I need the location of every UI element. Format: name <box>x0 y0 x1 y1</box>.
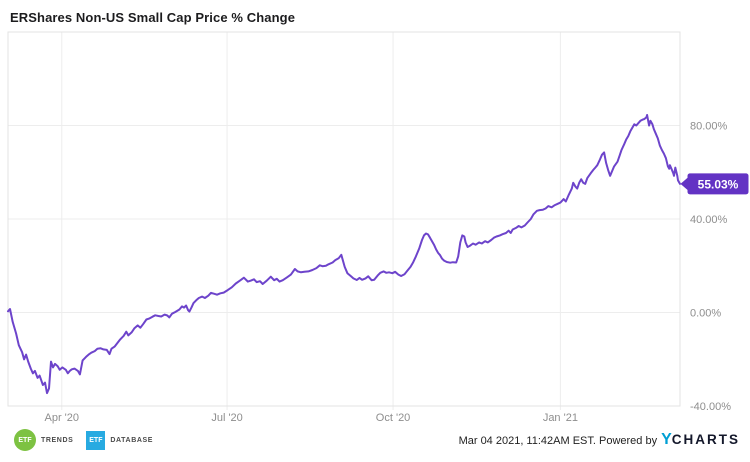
x-axis-tick-label: Jan '21 <box>543 412 578 424</box>
etf-trends-logo-label[interactable]: TRENDS <box>41 436 74 444</box>
page-title: ERShares Non-US Small Cap Price % Change <box>10 10 296 25</box>
price-line-series[interactable] <box>7 114 681 395</box>
last-value-badge-label: 55.03% <box>698 177 739 191</box>
x-axis-tick-label: Apr '20 <box>45 412 80 424</box>
x-axis-tick-label: Jul '20 <box>211 412 242 424</box>
x-axis-tick-label: Oct '20 <box>376 412 411 424</box>
etf-database-logo-label[interactable]: DATABASE <box>110 436 154 444</box>
last-value-badge[interactable] <box>687 173 749 195</box>
ycharts-logo[interactable]: Y CHARTS <box>661 432 740 448</box>
chart-footer: ETF TRENDS ETF DATABASE Mar 04 2021, 11:… <box>0 426 750 462</box>
ycharts-y-icon: Y <box>661 431 672 448</box>
plot-border <box>7 31 681 407</box>
y-axis-tick-label: 40.00% <box>690 214 728 226</box>
price-change-line-chart[interactable]: Apr '20 Jul '20 Oct '20 Jan '21 80.00% 40.00%… <box>0 0 750 430</box>
ycharts-wordmark: CHARTS <box>671 432 740 447</box>
timestamp-attribution: Mar 04 2021, 11:42AM EST. Powered by Y CH… <box>459 432 740 448</box>
etf-database-logo-icon[interactable]: ETF <box>86 430 106 450</box>
etf-trends-logo-icon[interactable]: ETF <box>14 429 36 451</box>
y-axis-tick-label: -40.00% <box>690 401 731 413</box>
attribution-logos: ETF TRENDS ETF DATABASE <box>14 429 153 451</box>
y-axis-tick-label: 80.00% <box>690 121 728 133</box>
chart-timestamp: Mar 04 2021, 11:42AM EST. Powered by <box>458 435 658 447</box>
last-value-badge-pointer-icon <box>680 177 688 191</box>
y-axis-tick-label: 0.00% <box>690 308 721 320</box>
